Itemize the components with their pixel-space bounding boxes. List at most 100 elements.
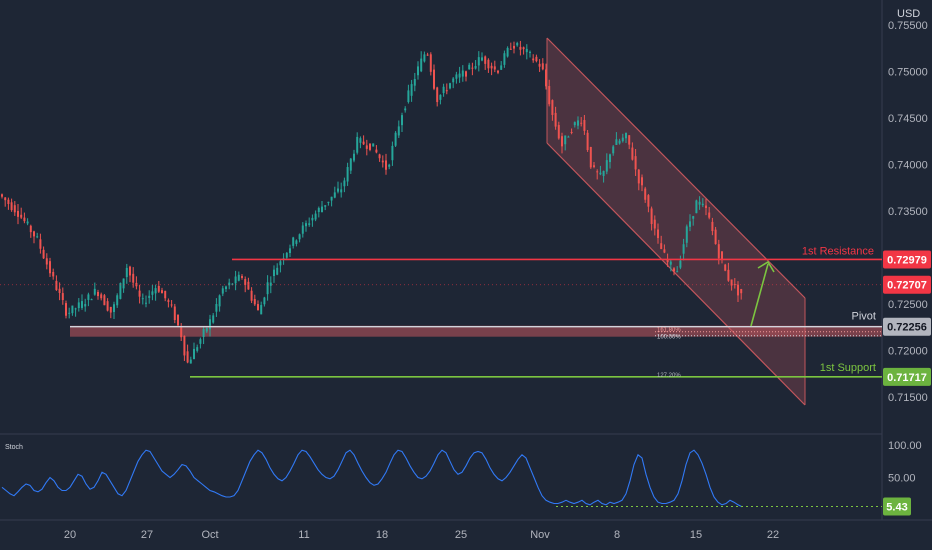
candle-body: [557, 125, 560, 139]
candle-body: [353, 153, 355, 161]
candle-body: [10, 202, 13, 211]
candlestick-series: [1, 40, 743, 364]
forecast-arrow: [750, 260, 775, 327]
candle-body: [487, 59, 490, 69]
candle-body: [567, 136, 570, 138]
candle-body: [138, 290, 141, 297]
candle-body: [615, 139, 618, 145]
candle-body: [490, 65, 493, 69]
candle-body: [189, 359, 192, 364]
candle-body: [522, 47, 525, 50]
candle-body: [673, 268, 675, 272]
candle-body: [727, 269, 730, 281]
candle-body: [586, 132, 589, 151]
candle-body: [289, 248, 291, 253]
candle-body: [538, 63, 541, 67]
candle-body: [669, 261, 672, 265]
candle-body: [180, 326, 183, 338]
candle-body: [458, 73, 461, 78]
candle-body: [343, 180, 346, 187]
candle-body: [269, 282, 272, 286]
candle-body: [717, 244, 720, 259]
candle-body: [365, 145, 368, 149]
candle-body: [733, 284, 736, 286]
candle-body: [711, 221, 714, 232]
candle-body: [708, 212, 711, 218]
candle-body: [164, 290, 167, 299]
candle-body: [263, 297, 266, 305]
stoch-tick-label: 50.00: [888, 473, 916, 485]
candle-body: [657, 229, 659, 239]
candle-body: [532, 58, 535, 61]
channel-fill: [547, 38, 805, 405]
candle-body: [109, 306, 112, 313]
candle-body: [497, 70, 499, 73]
candle-body: [61, 293, 64, 301]
price-tick-label: 0.74000: [888, 160, 928, 172]
level-zones: [70, 325, 882, 337]
candle-body: [561, 136, 563, 147]
candle-body: [58, 288, 61, 293]
candle-body: [621, 137, 624, 142]
pivot-zone: [70, 325, 882, 337]
candle-body: [161, 290, 163, 294]
candle-body: [298, 234, 301, 240]
candle-body: [577, 120, 579, 126]
candle-body: [388, 164, 391, 167]
candle-body: [65, 303, 67, 316]
candle-body: [737, 284, 739, 296]
candle-body: [340, 189, 343, 193]
candle-body: [564, 135, 567, 145]
candle-body: [676, 271, 679, 273]
forecast-arrow-shaft: [750, 263, 769, 327]
candle-body: [612, 146, 615, 154]
candle-body: [589, 147, 592, 168]
candle-body: [257, 304, 259, 311]
candle-body: [173, 306, 176, 321]
candle-body: [330, 196, 333, 201]
candle-body: [317, 208, 320, 212]
current-price-tag: 0.72707: [887, 280, 927, 292]
candle-body: [500, 65, 503, 70]
candle-body: [407, 90, 410, 103]
date-tick-label: 25: [455, 529, 467, 541]
price-tick-label: 0.71500: [888, 392, 928, 404]
candle-body: [253, 298, 256, 305]
candle-body: [23, 217, 26, 222]
forecast-arrow-head: [757, 260, 775, 273]
candle-body: [420, 58, 423, 72]
candle-body: [337, 188, 339, 192]
candle-body: [413, 78, 416, 86]
candle-body: [474, 65, 477, 69]
candle-body: [122, 278, 125, 289]
currency-label: USD: [897, 8, 920, 20]
price-tick-label: 0.75000: [888, 67, 928, 79]
candle-body: [468, 64, 471, 70]
candle-body: [100, 294, 103, 299]
candle-body: [90, 299, 93, 301]
price-tick-label: 0.74500: [888, 113, 928, 125]
candle-body: [644, 188, 647, 200]
candle-body: [529, 51, 531, 53]
pivot-value-tag-bg: [883, 317, 931, 336]
candle-body: [401, 115, 403, 126]
candle-body: [465, 71, 467, 77]
price-tick-label: 0.75500: [888, 20, 928, 32]
stoch-value-tag: 5.43: [886, 501, 907, 513]
candle-body: [484, 56, 487, 64]
candle-body: [509, 48, 512, 50]
candle-body: [301, 225, 304, 234]
candle-body: [129, 266, 131, 276]
candle-body: [333, 192, 336, 198]
candle-body: [247, 281, 250, 290]
candle-body: [26, 221, 29, 224]
candle-body: [653, 219, 656, 229]
stochastic-pane: Stoch 100.00 50.00 5.43: [1, 440, 922, 516]
candle-body: [721, 251, 723, 260]
candle-body: [20, 214, 23, 218]
candle-body: [439, 94, 442, 100]
candle-body: [49, 261, 51, 274]
candle-body: [145, 302, 147, 304]
candle-body: [580, 122, 583, 124]
